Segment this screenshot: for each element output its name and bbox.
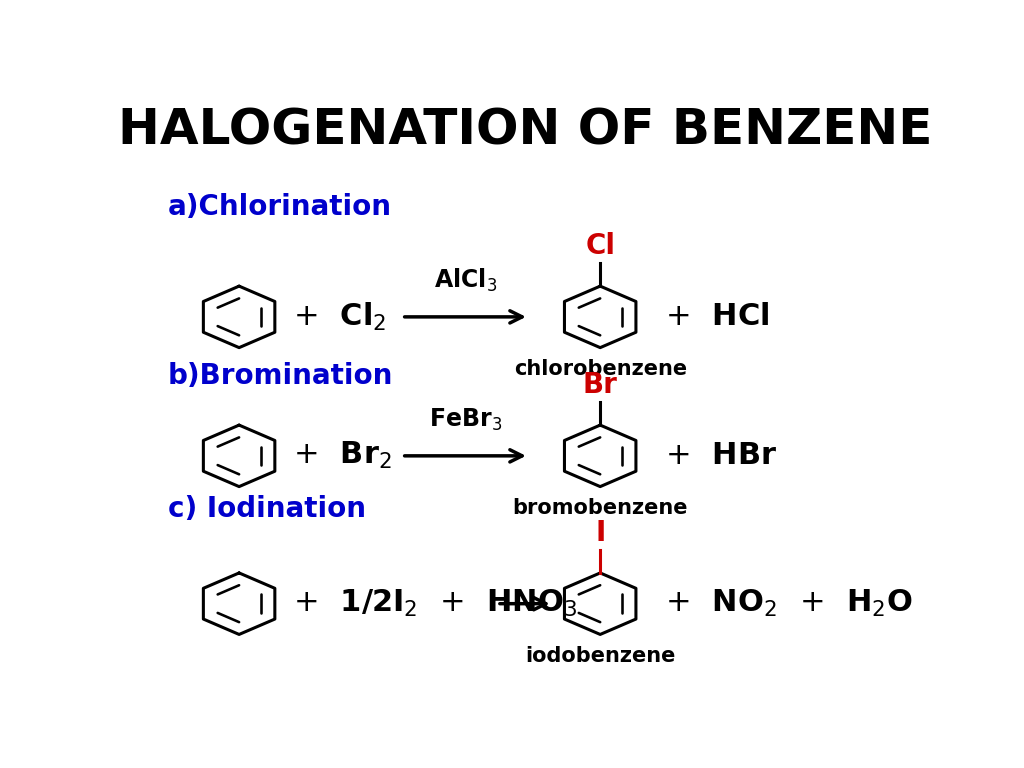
Text: HALOGENATION OF BENZENE: HALOGENATION OF BENZENE [118,107,932,154]
Text: $+$  HCl: $+$ HCl [666,303,770,331]
Text: c) Iodination: c) Iodination [168,495,366,523]
Text: $+$  1/2I$_2$  $+$  HNO$_3$: $+$ 1/2I$_2$ $+$ HNO$_3$ [293,588,578,619]
Text: chlorobenzene: chlorobenzene [514,359,687,379]
Text: $+$  Cl$_2$: $+$ Cl$_2$ [293,301,386,333]
Text: Br: Br [583,371,617,399]
Text: iodobenzene: iodobenzene [525,646,676,666]
Text: a)Chlorination: a)Chlorination [168,194,391,221]
Text: $+$  NO$_2$  $+$  H$_2$O: $+$ NO$_2$ $+$ H$_2$O [666,588,913,619]
Text: $+$  Br$_2$: $+$ Br$_2$ [293,440,392,472]
Text: AlCl$_3$: AlCl$_3$ [434,267,497,294]
Text: FeBr$_3$: FeBr$_3$ [429,407,502,433]
Text: bromobenzene: bromobenzene [512,498,688,518]
Text: $+$  HBr: $+$ HBr [666,442,777,470]
Text: b)Bromination: b)Bromination [168,362,393,390]
Text: Cl: Cl [585,232,615,260]
Text: I: I [595,519,605,547]
